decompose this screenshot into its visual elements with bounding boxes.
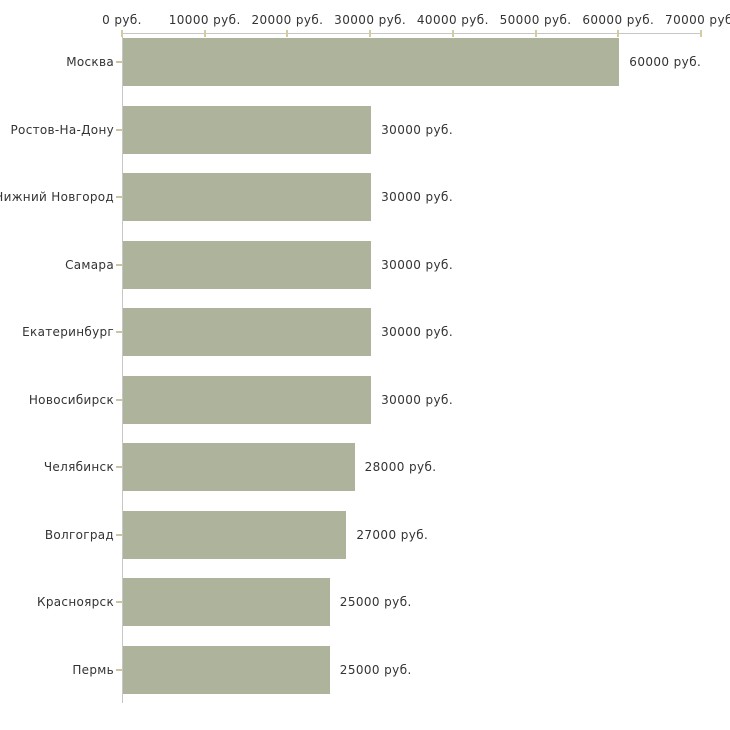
category-tick-mark — [116, 466, 122, 468]
x-axis-tick-label: 10000 руб. — [168, 13, 241, 27]
x-axis-tick-mark — [451, 30, 454, 37]
bar-7 — [123, 443, 355, 491]
category-label: Новосибирск — [28, 392, 114, 407]
value-label: 30000 руб. — [381, 190, 454, 204]
category-tick-mark — [116, 128, 122, 131]
value-label: 25000 руб. — [339, 595, 412, 609]
value-label: 25000 руб. — [339, 662, 412, 677]
value-label: 27000 руб. — [356, 527, 429, 542]
value-label: 30000 руб. — [381, 122, 454, 137]
x-axis-tick-mark — [369, 30, 372, 37]
category-label: Самара — [65, 257, 114, 272]
value-label: 30000 руб. — [381, 257, 454, 272]
x-axis-tick-label: 30000 руб. — [334, 13, 407, 27]
x-axis-tick-mark — [203, 30, 206, 37]
x-axis-tick-mark — [121, 30, 123, 37]
category-tick-mark — [116, 263, 122, 266]
category-tick-mark — [116, 533, 122, 536]
category-tick-mark — [116, 196, 122, 198]
category-tick-mark — [116, 601, 122, 603]
bar-8 — [123, 510, 347, 559]
category-tick-mark — [116, 398, 122, 401]
category-label: Ростов-На-Дону — [10, 122, 114, 137]
bar-2 — [123, 105, 372, 154]
category-tick-mark — [116, 61, 122, 63]
x-axis-tick-label: 40000 руб. — [416, 13, 489, 27]
category-tick-mark — [116, 668, 122, 671]
x-axis-tick-mark — [286, 30, 289, 37]
bar-4 — [123, 240, 372, 289]
category-label: Пермь — [72, 662, 114, 677]
x-axis-tick-label: 60000 руб. — [582, 13, 655, 27]
category-label: Челябинск — [43, 460, 114, 474]
x-axis-tick-mark — [700, 30, 702, 37]
x-axis-tick-label: 50000 руб. — [499, 13, 572, 27]
bar-9 — [123, 578, 330, 626]
bar-10 — [123, 645, 330, 694]
x-axis-tick-mark — [617, 30, 620, 37]
value-label: 28000 руб. — [364, 460, 437, 474]
category-label: Волгоград — [44, 527, 114, 542]
bar-6 — [123, 375, 372, 424]
category-label: Екатеринбург — [22, 325, 114, 339]
value-label: 30000 руб. — [381, 325, 454, 339]
category-label: Красноярск — [37, 595, 114, 609]
bar-3 — [123, 173, 372, 221]
category-label: Москва — [66, 55, 114, 69]
bar-5 — [123, 308, 372, 356]
x-axis-tick-mark — [534, 30, 537, 37]
category-tick-mark — [116, 331, 122, 333]
x-axis-line — [122, 33, 702, 34]
y-axis-line — [122, 33, 123, 703]
category-label: Нижний Новгород — [0, 190, 114, 204]
value-label: 60000 руб. — [629, 55, 702, 69]
x-axis-tick-label: 20000 руб. — [251, 13, 324, 27]
x-axis-tick-label: 70000 руб. — [665, 13, 730, 27]
x-axis-tick-label: 0 руб. — [102, 13, 142, 27]
value-label: 30000 руб. — [381, 392, 454, 407]
bar-1 — [123, 38, 620, 86]
